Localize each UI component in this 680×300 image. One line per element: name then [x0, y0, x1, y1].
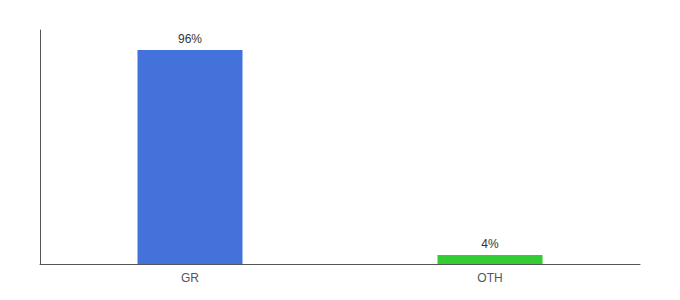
svg-text:96%: 96% — [178, 32, 202, 46]
svg-text:4%: 4% — [481, 237, 499, 251]
svg-text:OTH: OTH — [477, 271, 502, 285]
svg-text:GR: GR — [181, 271, 199, 285]
